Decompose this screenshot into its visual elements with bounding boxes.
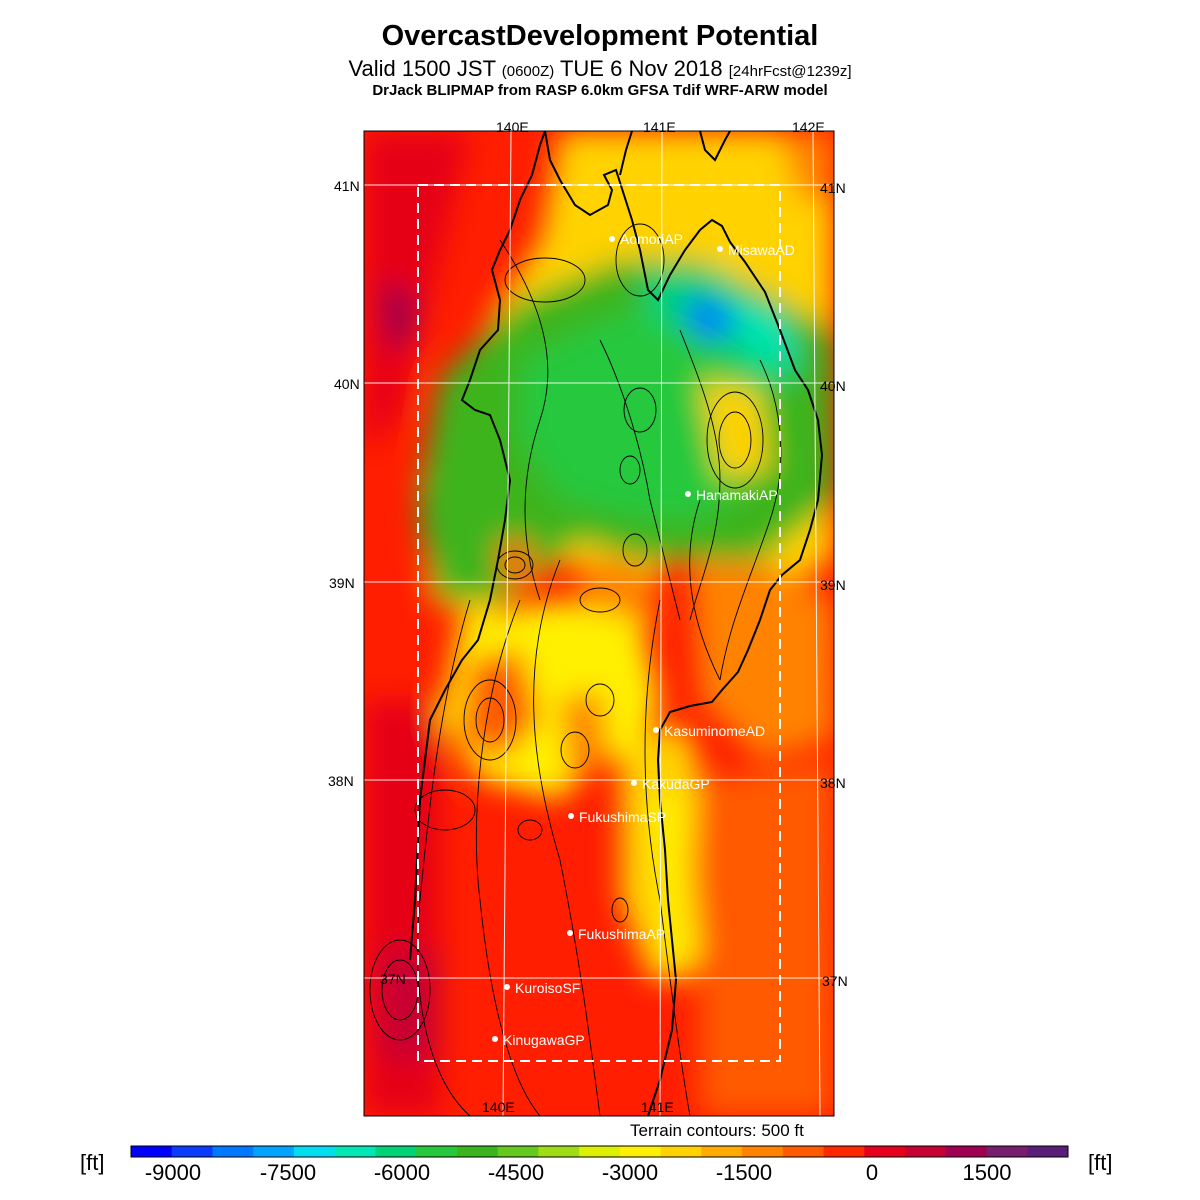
coastline <box>409 131 824 1116</box>
lon-label-bottom-141: 141E <box>641 1099 674 1115</box>
colorbar-unit-right: [ft] <box>1088 1150 1113 1175</box>
station-marker <box>568 813 574 819</box>
lat-label-left-38: 38N <box>328 773 354 789</box>
station-kasuminome-ad[interactable]: KasuminomeAD <box>653 723 765 739</box>
station-label: AomoriAP <box>620 231 683 247</box>
station-marker <box>631 780 637 786</box>
terrain-contour-note: Terrain contours: 500 ft <box>630 1121 804 1140</box>
lat-label-right-41: 41N <box>820 180 846 196</box>
lat-label-left-41: 41N <box>334 178 360 194</box>
forecast-info: [24hrFcst@1239z] <box>728 63 852 80</box>
potential-field <box>364 131 834 1116</box>
station-label: FukushimaSP <box>579 809 666 825</box>
station-marker <box>504 984 510 990</box>
station-label: FukushimaAP <box>578 926 665 942</box>
lat-label-left-39: 39N <box>329 575 355 591</box>
lon-label-top-141: 141E <box>643 119 676 135</box>
station-aomori-ap[interactable]: AomoriAP <box>609 231 683 247</box>
lat-label-left-40: 40N <box>334 376 360 392</box>
station-fukushima-sp[interactable]: FukushimaSP <box>568 809 666 825</box>
station-label: KasuminomeAD <box>664 723 765 739</box>
station-label: KinugawaGP <box>503 1032 585 1048</box>
station-label: MisawaAD <box>728 242 795 258</box>
station-marker <box>653 727 659 733</box>
station-marker <box>492 1036 498 1042</box>
station-label: KuroisoSF <box>515 980 580 996</box>
station-misawa-ad[interactable]: MisawaAD <box>717 242 795 258</box>
valid-zulu: (0600Z) <box>501 63 555 80</box>
plot-frame <box>363 130 835 1117</box>
station-fukushima-ap[interactable]: FukushimaAP <box>567 926 665 942</box>
station-marker <box>717 246 723 252</box>
map-title: OvercastDevelopment Potential <box>381 20 819 52</box>
valid-time: Valid 1500 JST (0600Z) TUE 6 Nov 2018 [2… <box>0 56 1200 82</box>
station-label: KakudaGP <box>642 776 710 792</box>
station-label: HanamakiAP <box>696 487 778 503</box>
lat-label-right-39: 39N <box>820 577 846 593</box>
station-kuroiso-sf[interactable]: KuroisoSF <box>504 980 580 996</box>
lat-label-right-40: 40N <box>820 378 846 394</box>
colorbar-unit-left: [ft] <box>80 1150 105 1175</box>
stations: AomoriAP MisawaAD HanamakiAP KasuminomeA… <box>492 231 795 1048</box>
domain-box <box>417 184 781 1062</box>
station-kakuda-gp[interactable]: KakudaGP <box>631 776 710 792</box>
valid-date: TUE 6 Nov 2018 <box>559 56 723 81</box>
lat-label-left-37: 37N <box>380 971 406 987</box>
station-marker <box>685 491 691 497</box>
station-hanamaki-ap[interactable]: HanamakiAP <box>685 487 778 503</box>
valid-prefix: Valid 1500 JST <box>348 56 496 81</box>
model-subtitle: DrJack BLIPMAP from RASP 6.0km GFSA Tdif… <box>372 82 828 99</box>
lon-label-bottom-140: 140E <box>482 1099 515 1115</box>
lon-label-top-142: 142E <box>792 119 825 135</box>
station-kinugawa-gp[interactable]: KinugawaGP <box>492 1032 585 1048</box>
lat-label-right-37: 37N <box>822 973 848 989</box>
lat-label-right-38: 38N <box>820 775 846 791</box>
lon-label-top-140: 140E <box>496 119 529 135</box>
station-marker <box>567 930 573 936</box>
station-marker <box>609 236 615 242</box>
